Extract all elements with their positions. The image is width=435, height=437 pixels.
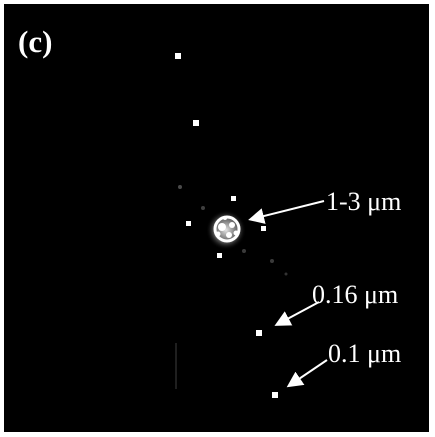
speckle: [270, 259, 274, 263]
particle-dot: [272, 392, 278, 398]
particle-01-arrow: [286, 359, 328, 388]
particle-016-label: 0.16 μm: [312, 280, 398, 309]
speckle: [242, 249, 246, 253]
cluster-arrow: [248, 200, 325, 224]
speckle: [178, 185, 182, 189]
particle-dot: [186, 221, 191, 226]
particle-016-arrow: [274, 301, 320, 326]
particle-dot: [256, 330, 262, 336]
particle-dot: [193, 120, 199, 126]
particle-01-label: 0.1 μm: [328, 339, 401, 368]
cluster-label: 1-3 μm: [326, 187, 401, 216]
particle-dot: [231, 196, 236, 201]
central-cluster: [206, 210, 246, 250]
speckle: [201, 206, 205, 210]
particle-dot: [261, 226, 266, 231]
particle-dot: [175, 53, 181, 59]
particle-dot: [217, 253, 222, 258]
panel-label: (c): [18, 24, 53, 59]
speckle: [284, 272, 288, 276]
particle-scene: 1-3 μm 0.16 μm 0.1 μm: [175, 53, 401, 398]
microscopy-image: (c): [4, 4, 429, 432]
faint-streak: [175, 343, 177, 389]
